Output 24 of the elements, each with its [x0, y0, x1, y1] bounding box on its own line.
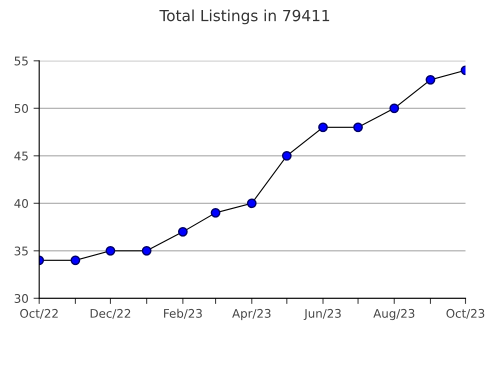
point — [210, 208, 220, 218]
x-tick-label: Feb/23 — [164, 308, 202, 319]
y-tick-label: 35 — [14, 246, 28, 256]
y-tick-label: 40 — [14, 199, 28, 208]
y-tick-label: 30 — [14, 294, 28, 303]
point — [353, 122, 363, 132]
point — [318, 122, 328, 132]
y-tick-label: 50 — [14, 104, 28, 113]
x-tick-label: Dec/22 — [90, 308, 130, 319]
x-tick-label: Jun/23 — [304, 308, 341, 320]
chart-title: Total Listings in 79411 — [159, 10, 330, 24]
y-tick-label: 55 — [14, 56, 28, 66]
point — [282, 150, 292, 161]
y-tick-label: 45 — [14, 152, 28, 160]
point — [106, 246, 116, 256]
x-tick-label: Oct/23 — [446, 308, 484, 319]
x-tick-label: Oct/22 — [20, 308, 58, 319]
point — [178, 226, 188, 237]
x-tick-label: Aug/23 — [373, 308, 414, 320]
point — [246, 198, 257, 208]
point — [142, 246, 152, 256]
point — [389, 103, 400, 114]
x-tick-label: Apr/23 — [232, 308, 271, 320]
point — [70, 255, 80, 266]
